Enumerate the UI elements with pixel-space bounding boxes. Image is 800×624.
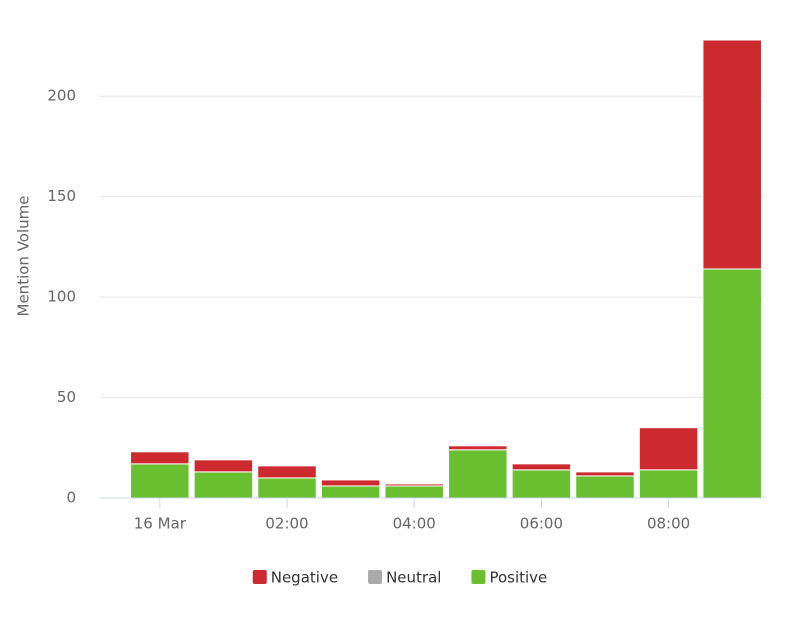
legend-item[interactable]: Positive	[471, 569, 547, 587]
bar-segment	[575, 471, 635, 477]
bar-segment	[193, 471, 254, 499]
x-tick-label: 04:00	[393, 515, 436, 533]
bar-segment	[448, 449, 508, 499]
bar-segment	[702, 39, 762, 270]
bar-segment	[130, 463, 190, 499]
bar-segment	[384, 483, 444, 487]
y-tick-label: 150	[47, 187, 76, 205]
bar-segment	[130, 451, 190, 465]
bar-segment	[320, 485, 381, 499]
legend-swatch	[471, 570, 486, 584]
bar-segment	[193, 459, 254, 473]
x-tick-label: 16 Mar	[134, 515, 187, 533]
bar-segment	[257, 477, 317, 499]
legend-label: Neutral	[386, 569, 441, 587]
bar-segment	[320, 479, 381, 487]
legend-label: Negative	[271, 569, 338, 587]
legend-label: Positive	[489, 569, 547, 587]
bar-segment	[638, 469, 699, 499]
y-tick-label: 0	[66, 489, 76, 507]
y-axis-label: Mention Volume	[15, 196, 33, 317]
x-tick-label: 08:00	[647, 515, 690, 533]
x-tick-label: 06:00	[520, 515, 563, 533]
legend-item[interactable]: Neutral	[368, 569, 441, 587]
y-tick-label: 200	[47, 87, 76, 105]
legend-item[interactable]: Negative	[252, 569, 338, 587]
bar-segment	[638, 427, 699, 471]
legend: Negative Neutral Positive	[252, 569, 547, 587]
bar-segment	[575, 475, 635, 499]
bar-segment	[511, 469, 572, 499]
bar-segment	[448, 445, 508, 451]
bar-segment	[511, 463, 572, 471]
bar-segment	[702, 268, 762, 499]
y-tick-label: 100	[47, 288, 76, 306]
legend-swatch	[368, 570, 383, 584]
bar-segment	[257, 465, 317, 479]
x-tick-label: 02:00	[265, 515, 308, 533]
y-tick-label: 50	[57, 388, 76, 406]
bar-segment	[384, 485, 444, 499]
legend-swatch	[252, 570, 267, 584]
